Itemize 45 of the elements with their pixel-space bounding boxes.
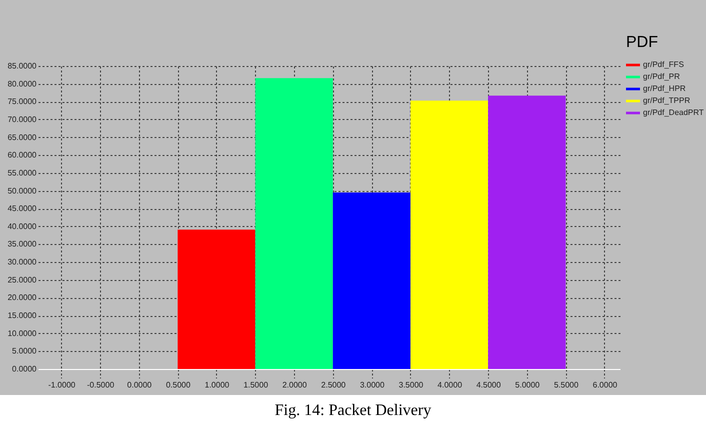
- y-tick-label: 60.0000: [8, 150, 38, 160]
- legend-label: gr/Pdf_FFS: [643, 60, 684, 69]
- legend-label: gr/Pdf_HPR: [643, 84, 686, 93]
- y-tick-label: 25.0000: [8, 275, 38, 284]
- legend-title: PDF: [626, 34, 658, 51]
- bar: [332, 192, 410, 369]
- x-tick-label: 3.0000: [360, 380, 385, 390]
- x-tick-label: 3.5000: [398, 380, 424, 390]
- caption: Fig. 14: Packet Delivery: [274, 401, 432, 421]
- y-tick-label: 45.0000: [8, 204, 38, 214]
- x-tick-label: 1.5000: [244, 380, 269, 390]
- x-tick-label: 1.0000: [204, 380, 230, 390]
- x-tick-label: 4.0000: [438, 380, 463, 390]
- y-tick-label: 50.0000: [8, 186, 38, 196]
- x-tick-label: 0.5000: [166, 380, 191, 390]
- x-tick-label: 4.5000: [476, 380, 502, 390]
- y-tick-label: 55.0000: [8, 168, 38, 178]
- x-tick-label: 2.5000: [321, 380, 346, 390]
- legend-label: gr/Pdf_DeadPRT: [643, 108, 704, 117]
- y-tick-label: 0.0000: [12, 364, 38, 374]
- y-tick-label: 20.0000: [8, 293, 38, 302]
- x-tick-label: -1.0000: [48, 380, 76, 390]
- bar: [255, 78, 333, 369]
- y-tick-label: 30.0000: [8, 258, 38, 267]
- y-tick-label: 65.0000: [8, 132, 38, 142]
- y-tick-label: 15.0000: [8, 311, 38, 320]
- y-tick-label: 10.0000: [8, 328, 38, 338]
- y-tick-label: 35.0000: [8, 240, 38, 249]
- bar: [410, 100, 488, 369]
- y-tick-label: 40.0000: [8, 222, 38, 231]
- x-tick-label: 0.0000: [127, 380, 152, 390]
- x-tick-label: 6.0000: [592, 380, 618, 390]
- y-tick-label: 75.0000: [8, 97, 38, 106]
- y-tick-label: 80.0000: [8, 79, 38, 88]
- y-tick-label: 5.0000: [12, 346, 38, 356]
- x-tick-label: -0.5000: [87, 380, 115, 390]
- y-tick-label: 70.0000: [8, 114, 38, 124]
- x-tick-label: 5.0000: [515, 380, 540, 390]
- y-tick-label: 85.0000: [8, 62, 38, 70]
- x-tick-label: 2.0000: [282, 380, 308, 390]
- legend-label: gr/Pdf_TPPR: [643, 96, 690, 105]
- x-tick-label: 5.5000: [554, 380, 579, 390]
- legend-label: gr/Pdf_PR: [643, 72, 680, 81]
- bar: [178, 230, 256, 369]
- bar: [488, 96, 566, 369]
